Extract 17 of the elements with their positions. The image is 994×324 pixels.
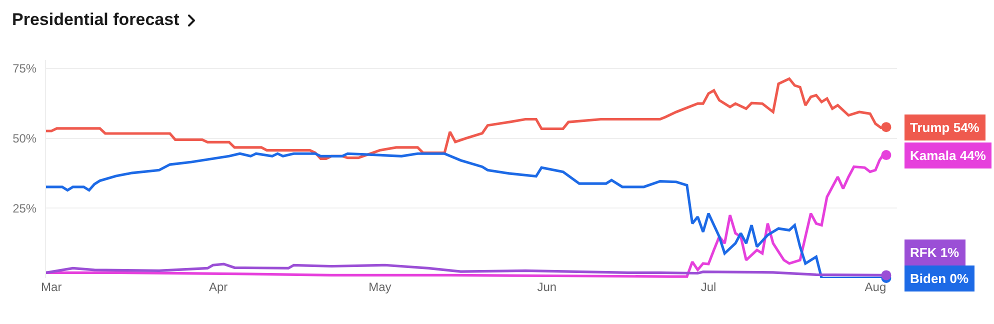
y-tick-label: 75%: [12, 62, 37, 76]
chart-title: Presidential forecast: [12, 10, 180, 30]
x-tick-label: Jun: [537, 280, 557, 294]
point: [881, 122, 892, 132]
point: [881, 270, 892, 280]
x-tick-label: May: [368, 280, 392, 294]
point: [881, 150, 892, 160]
text: Kamala 44%: [910, 148, 986, 163]
text: Biden 0%: [910, 271, 969, 286]
text: RFK 1%: [910, 245, 960, 260]
x-tick-label: Apr: [209, 280, 228, 294]
x-tick-label: Aug: [864, 280, 886, 294]
y-tick-label: 25%: [12, 201, 37, 216]
x-tick-label: Jul: [700, 280, 716, 294]
text: Trump 54%: [910, 120, 980, 135]
x-tick-label: Mar: [41, 280, 62, 294]
y-tick-label: 50%: [12, 131, 37, 146]
